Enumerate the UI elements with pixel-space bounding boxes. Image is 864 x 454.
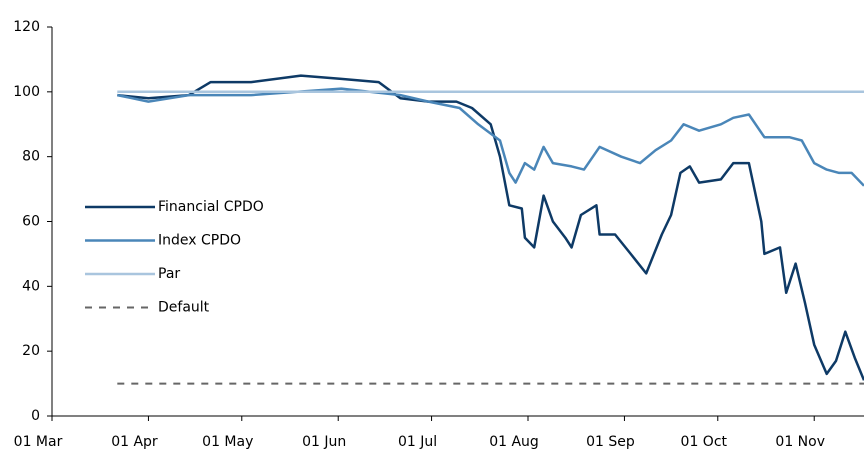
x-tick-label: 01 Mar [14, 434, 63, 450]
y-tick-label: 60 [22, 214, 40, 230]
y-tick-label: 80 [22, 149, 40, 165]
y-tick-label: 20 [22, 343, 40, 359]
y-tick-label: 40 [22, 278, 40, 294]
series-line [117, 87, 864, 187]
series-line [117, 74, 864, 381]
legend-label: Index CPDO [158, 233, 241, 249]
legend-label: Financial CPDO [158, 199, 264, 215]
x-tick-label: 01 May [202, 434, 253, 450]
x-tick-label: 01 Aug [489, 434, 539, 450]
x-tick-label: 01 Sep [586, 434, 635, 450]
x-tick-label: 01 Jun [302, 434, 346, 450]
legend-label: Default [158, 300, 210, 316]
y-tick-label: 100 [13, 84, 40, 100]
x-tick-label: 01 Jul [398, 434, 437, 450]
y-tick-label: 0 [31, 408, 40, 424]
x-tick-label: 01 Oct [681, 434, 728, 450]
legend-label: Par [158, 266, 180, 282]
x-tick-label: 01 Nov [775, 434, 825, 450]
y-tick-label: 120 [13, 19, 40, 35]
x-tick-label: 01 Apr [111, 434, 158, 450]
